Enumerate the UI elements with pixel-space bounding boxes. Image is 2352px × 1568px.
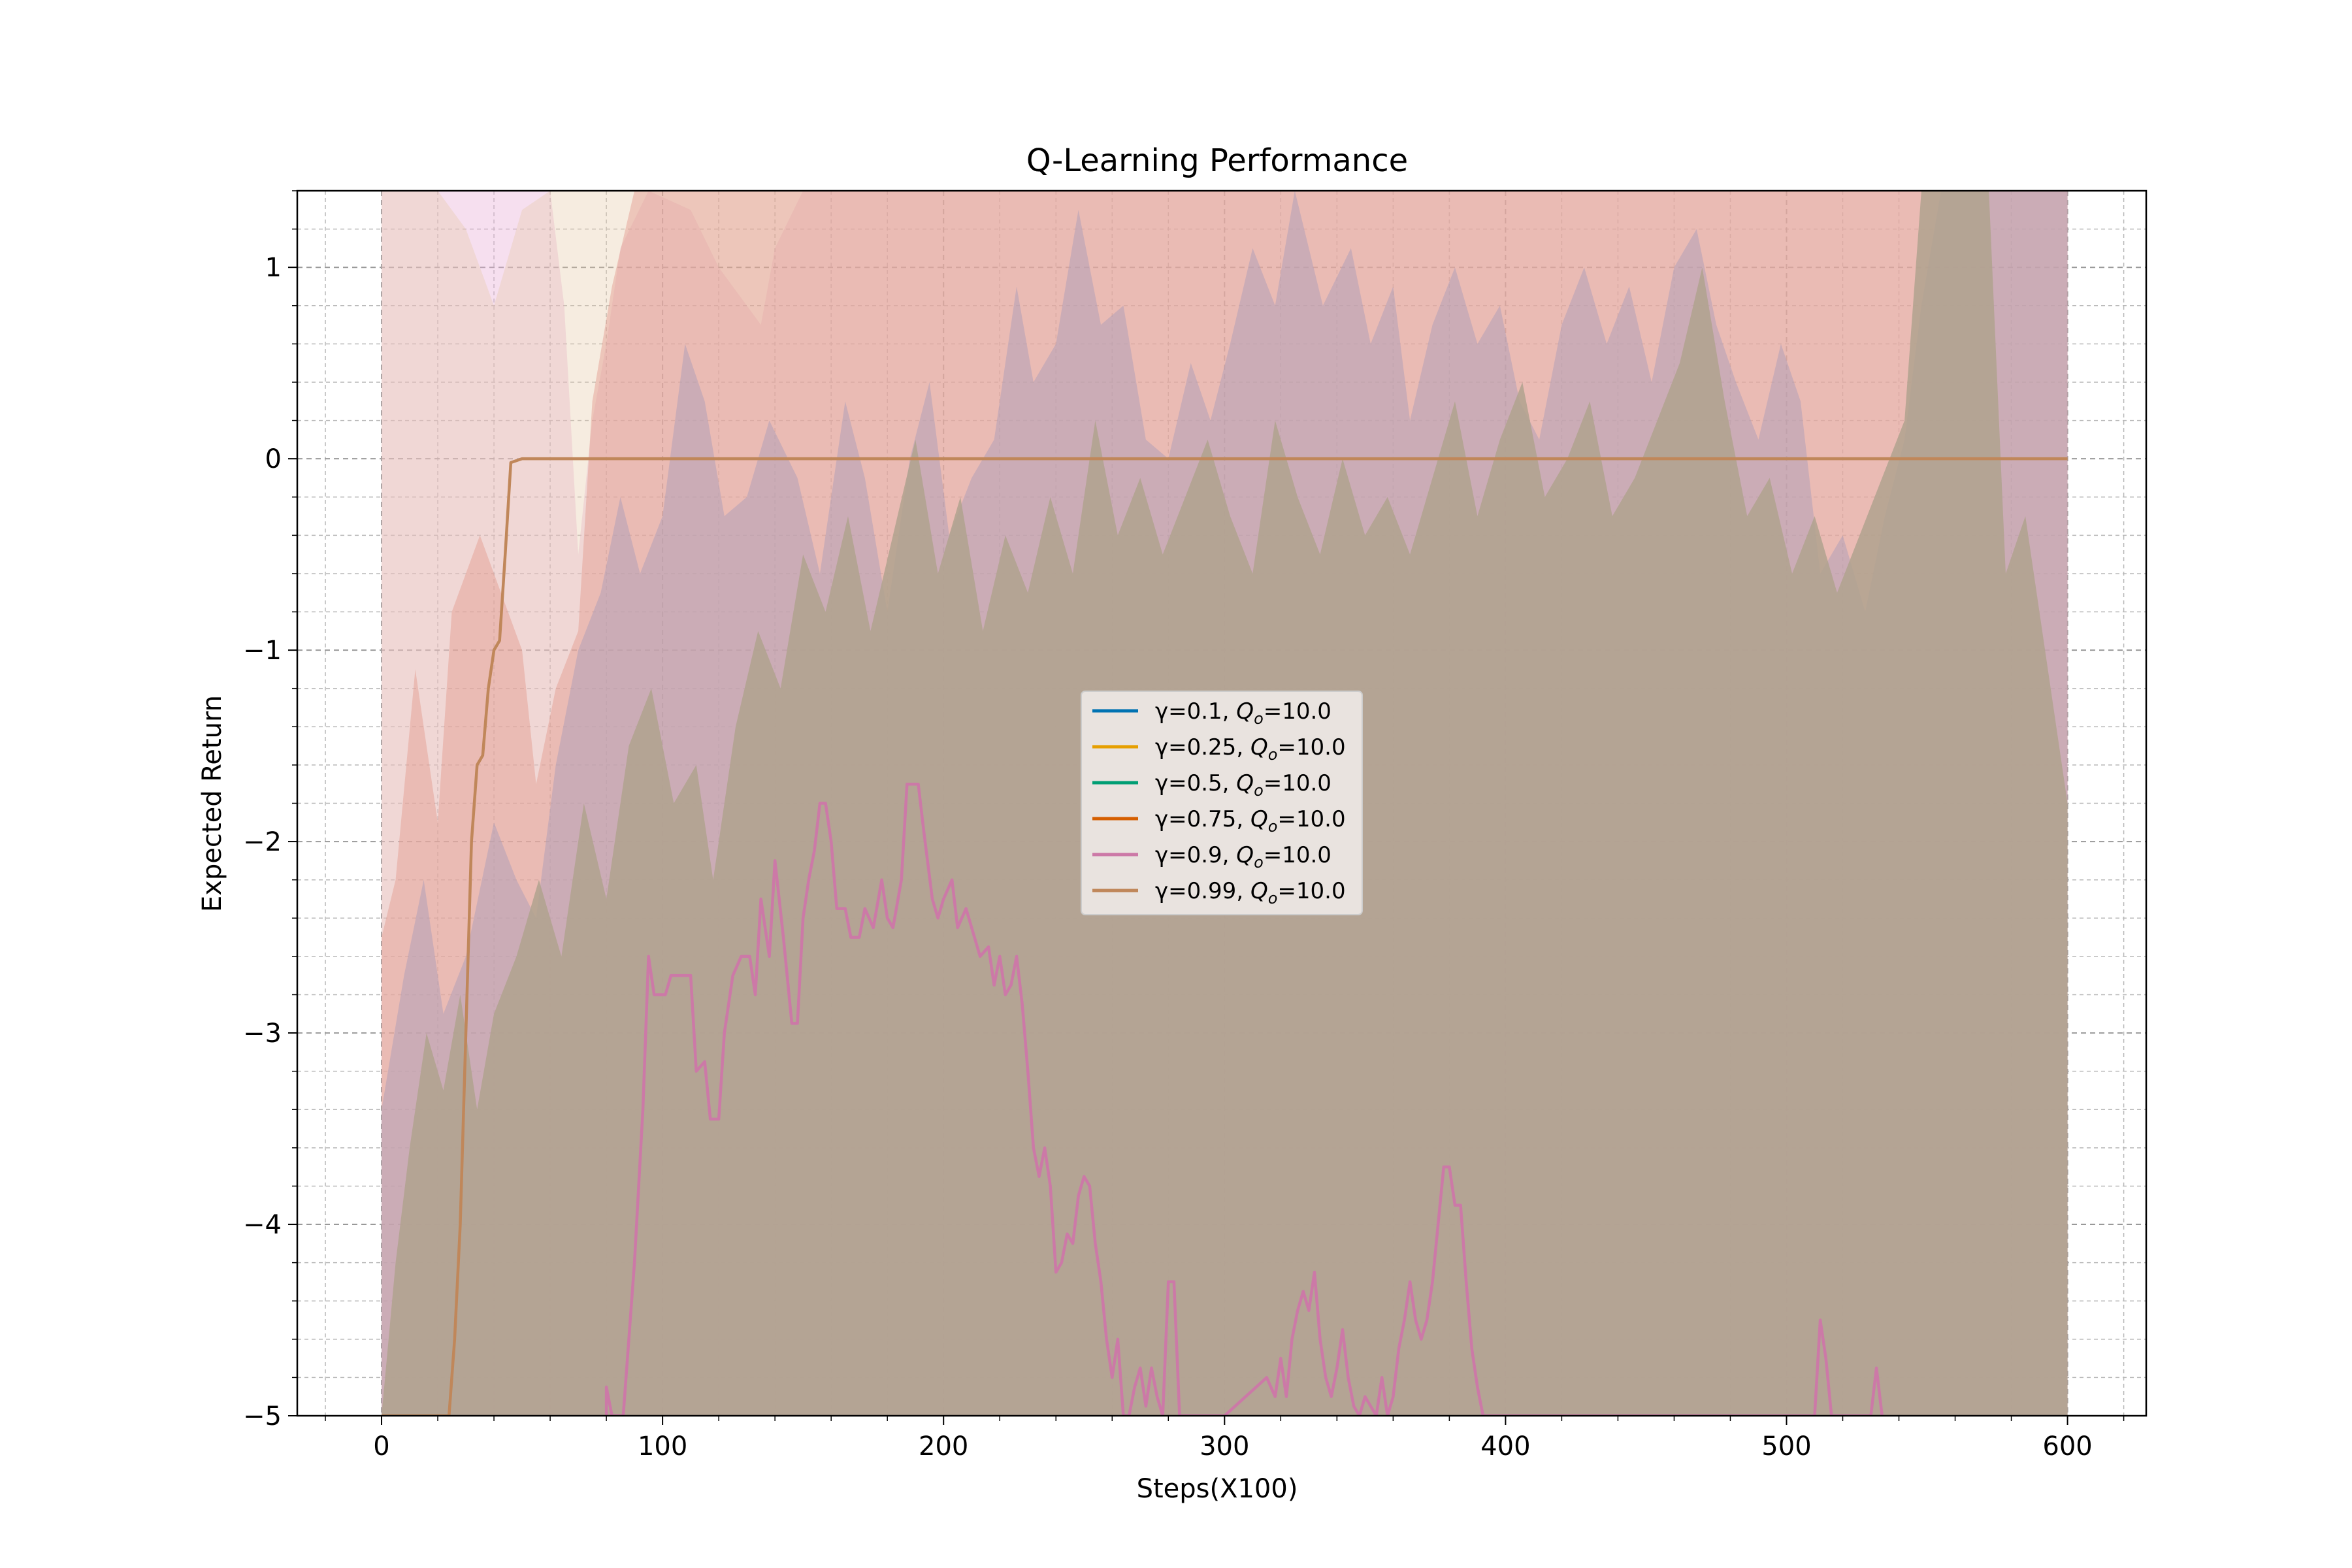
x-tick-label: 400 [1480, 1431, 1530, 1462]
y-tick-label: −4 [243, 1210, 282, 1240]
legend-entry: γ=0.9, Qo=10.0 [1155, 842, 1331, 872]
chart-title: Q-Learning Performance [1026, 142, 1408, 179]
legend-box [1081, 691, 1363, 915]
line-layer [382, 457, 2068, 1416]
legend: γ=0.1, Qo=10.0 γ=0.25, Qo=10.0 γ=0.5, Qo=1… [1081, 691, 1363, 915]
legend-entry: γ=0.99, Qo=10.0 [1155, 878, 1346, 907]
y-axis-label: Expected Return [197, 695, 227, 912]
y-tick-label: 1 [265, 253, 282, 283]
y-tick-label: −3 [243, 1019, 282, 1049]
y-tick-label: −1 [243, 636, 282, 666]
x-tick-label: 500 [1761, 1431, 1811, 1462]
legend-entry: γ=0.1, Qo=10.0 [1155, 698, 1331, 728]
y-tick-label: 0 [265, 444, 282, 474]
x-tick-label: 100 [638, 1431, 687, 1462]
y-tick-label: −5 [243, 1401, 282, 1431]
legend-entry: γ=0.25, Qo=10.0 [1155, 734, 1346, 764]
series-line-5 [382, 457, 2068, 1416]
x-axis-label: Steps(X100) [1137, 1474, 1298, 1504]
series-line-4 [604, 782, 1884, 1416]
x-tick-label: 300 [1200, 1431, 1249, 1462]
x-tick-label: 0 [373, 1431, 389, 1462]
tick-layer: 0 100 200 300 400 500 600 −5 −4 −3 −2 −1 0 1 [243, 190, 2125, 1462]
legend-entry: γ=0.75, Qo=10.0 [1155, 806, 1346, 836]
legend-entry: γ=0.5, Qo=10.0 [1155, 770, 1331, 800]
y-tick-label: −2 [243, 827, 282, 857]
x-tick-label: 200 [919, 1431, 968, 1462]
x-tick-label: 600 [2042, 1431, 2092, 1462]
